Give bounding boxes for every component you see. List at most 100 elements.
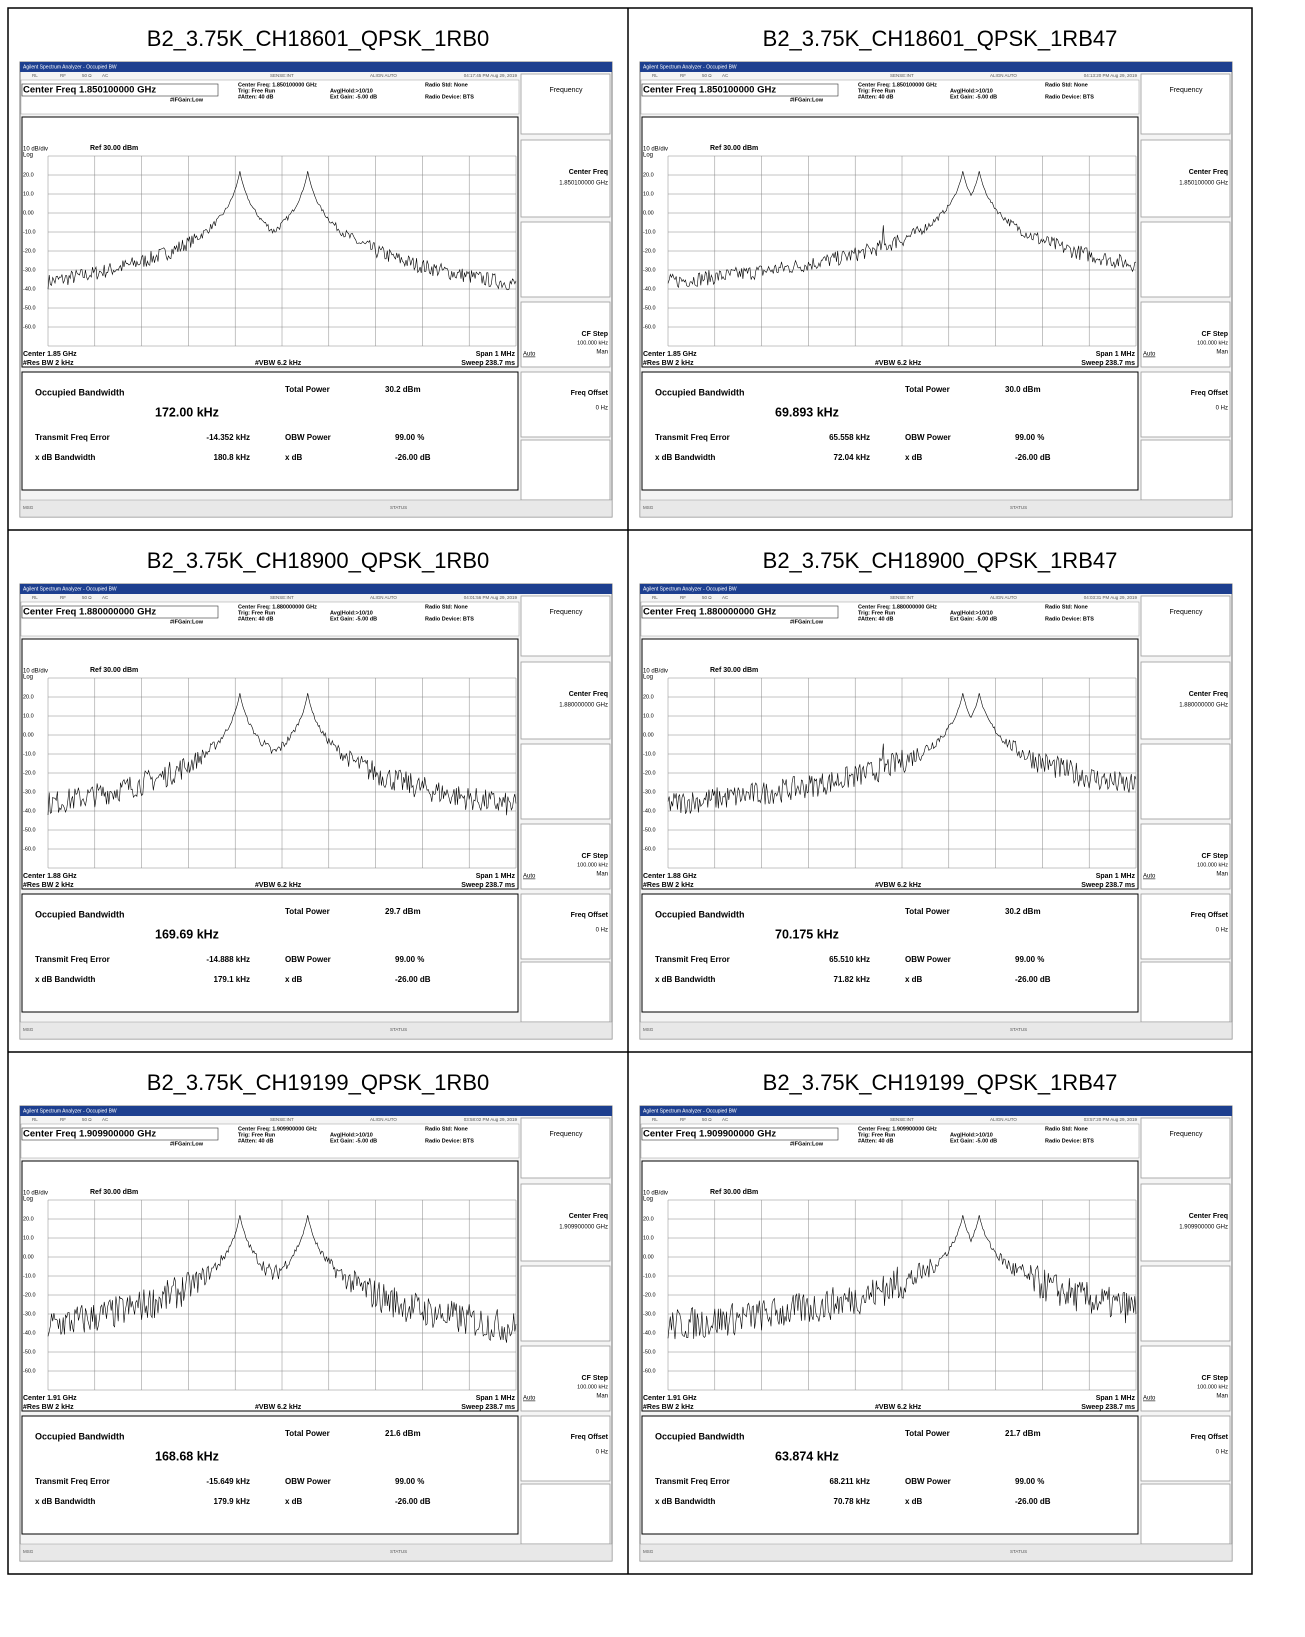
- y-label: -20.0: [643, 1292, 656, 1298]
- result-tfe: 65.558 kHz: [829, 433, 870, 442]
- status-item: RF: [60, 595, 66, 600]
- msg: MSG: [23, 1549, 34, 1554]
- status-item: SENSE:INT: [270, 1117, 294, 1122]
- result-xdb: -26.00 dB: [1015, 453, 1051, 462]
- status-item: ALIGN AUTO: [990, 1117, 1017, 1122]
- status-item: ALIGN AUTO: [370, 1117, 397, 1122]
- menu-freq-offset-value: 0 Hz: [596, 928, 608, 934]
- menu-freq-offset: Freq Offset: [571, 912, 609, 919]
- status: STATUS: [1010, 505, 1027, 510]
- menu-cf-step: CF Step: [582, 853, 608, 860]
- status-item: ALIGN AUTO: [370, 73, 397, 78]
- msg: MSG: [643, 505, 654, 510]
- menu-button: [521, 140, 610, 217]
- status-item: ALIGN AUTO: [990, 595, 1017, 600]
- setting: #Atten: 40 dB: [858, 94, 893, 100]
- msg: MSG: [23, 505, 34, 510]
- y-label: -40.0: [643, 808, 656, 814]
- status: STATUS: [390, 505, 407, 510]
- y-label: -60.0: [643, 324, 656, 330]
- result-obw-label: Occupied Bandwidth: [655, 1431, 745, 1441]
- status-item: AC: [102, 73, 109, 78]
- result-obw-label: Occupied Bandwidth: [35, 1431, 125, 1441]
- y-label: 10.0: [23, 1235, 34, 1241]
- menu-center-freq-value: 1.909900000 GHz: [1179, 1225, 1228, 1231]
- ref-label: Ref 30.00 dBm: [90, 667, 138, 674]
- y-label: -20.0: [23, 1292, 36, 1298]
- result-total-power-label: Total Power: [905, 385, 950, 394]
- y-label: -50.0: [643, 827, 656, 833]
- menu-freq-offset-value: 0 Hz: [1216, 928, 1228, 934]
- menu-man: Man: [1216, 350, 1228, 356]
- setting: Radio Std: None: [425, 604, 468, 610]
- footer-res-bw: #Res BW 2 kHz: [643, 882, 694, 889]
- result-tfe: -14.352 kHz: [206, 433, 250, 442]
- setting: Radio Std: None: [425, 82, 468, 88]
- result-obw: 172.00 kHz: [155, 405, 219, 419]
- result-xdb-bw: 72.04 kHz: [834, 453, 870, 462]
- footer-center: Center 1.85 GHz: [643, 351, 697, 358]
- status-item: RL: [652, 73, 658, 78]
- y-label: -20.0: [643, 248, 656, 254]
- y-label: 0.00: [643, 210, 654, 216]
- setting: Radio Device: BTS: [1045, 1138, 1094, 1144]
- footer-sweep: Sweep 238.7 ms: [1081, 1404, 1135, 1411]
- menu-button: [1141, 372, 1230, 437]
- setting: Ext Gain: -5.00 dB: [950, 94, 997, 100]
- y-label: -30.0: [23, 267, 36, 273]
- ref-label: Ref 30.00 dBm: [710, 1189, 758, 1196]
- status-item: RL: [32, 1117, 38, 1122]
- menu-center-freq: Center Freq: [1189, 691, 1228, 698]
- setting: Radio Std: None: [1045, 82, 1088, 88]
- status-item: RF: [60, 1117, 66, 1122]
- footer-sweep: Sweep 238.7 ms: [461, 882, 515, 889]
- menu-man: Man: [596, 1394, 608, 1400]
- menu-button: [1141, 662, 1230, 739]
- status-item: AC: [102, 1117, 109, 1122]
- result-xdb-bw-label: x dB Bandwidth: [655, 453, 716, 462]
- result-total-power-label: Total Power: [905, 907, 950, 916]
- setting: #Atten: 40 dB: [858, 616, 893, 622]
- y-label: -60.0: [23, 1368, 36, 1374]
- result-obw: 69.893 kHz: [775, 405, 839, 419]
- ref-label: Ref 30.00 dBm: [710, 145, 758, 152]
- timestamp: 03:58:02 PM Aug 29, 2019: [464, 1117, 518, 1122]
- status-item: SENSE:INT: [890, 1117, 914, 1122]
- setting: Radio Device: BTS: [1045, 94, 1094, 100]
- menu-button: [521, 372, 610, 437]
- result-total-power: 30.2 dBm: [1005, 907, 1041, 916]
- setting: #IFGain:Low: [170, 97, 204, 103]
- footer-span: Span 1 MHz: [1096, 873, 1136, 880]
- menu-cf-step: CF Step: [1202, 1375, 1228, 1382]
- status: STATUS: [1010, 1027, 1027, 1032]
- result-total-power: 21.7 dBm: [1005, 1429, 1041, 1438]
- ref-label: Ref 30.00 dBm: [90, 1189, 138, 1196]
- setting: #IFGain:Low: [790, 1141, 824, 1147]
- setting: #Atten: 40 dB: [238, 1138, 273, 1144]
- menu-button: [521, 744, 610, 819]
- menu-man: Man: [596, 872, 608, 878]
- footer-center: Center 1.91 GHz: [23, 1395, 77, 1402]
- result-xdb-label: x dB: [905, 453, 923, 462]
- log-label: Log: [643, 675, 653, 681]
- y-label: 0.00: [23, 732, 34, 738]
- result-tfe-label: Transmit Freq Error: [35, 1477, 110, 1486]
- menu-button: [1141, 744, 1230, 819]
- window-title: Agilent Spectrum Analyzer - Occupied BW: [23, 1108, 117, 1114]
- panel-title: B2_3.75K_CH18601_QPSK_1RB0: [147, 26, 489, 51]
- setting: Radio Device: BTS: [425, 1138, 474, 1144]
- status-item: RF: [680, 595, 686, 600]
- status-item: SENSE:INT: [890, 595, 914, 600]
- menu-auto: Auto: [1143, 1396, 1156, 1402]
- analyzer-screenshot: Agilent Spectrum Analyzer - Occupied BWR…: [640, 62, 1232, 517]
- msg: MSG: [23, 1027, 34, 1032]
- result-obw-power: 99.00 %: [395, 433, 424, 442]
- panel-title: B2_3.75K_CH18900_QPSK_1RB47: [763, 548, 1118, 573]
- result-xdb-bw-label: x dB Bandwidth: [35, 1497, 96, 1506]
- y-label: 0.00: [23, 1254, 34, 1260]
- window-title: Agilent Spectrum Analyzer - Occupied BW: [643, 586, 737, 592]
- menu-cf-step: CF Step: [582, 331, 608, 338]
- result-tfe-label: Transmit Freq Error: [655, 433, 730, 442]
- menu-cf-step-value: 100.000 kHz: [577, 1384, 608, 1390]
- result-xdb-label: x dB: [285, 975, 303, 984]
